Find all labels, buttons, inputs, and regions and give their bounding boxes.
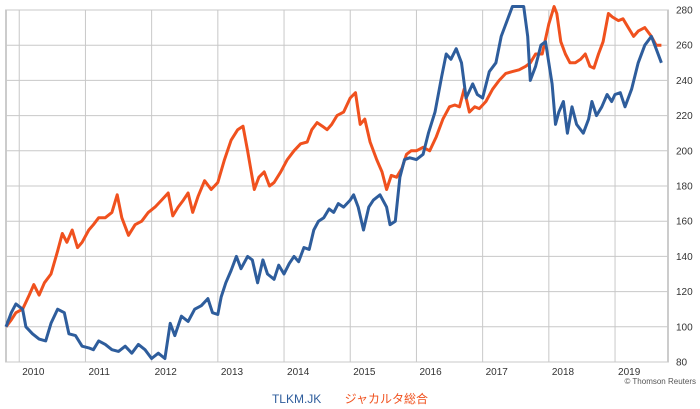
x-tick-label: 2018 [552, 367, 575, 378]
y-tick-label: 120 [676, 287, 693, 298]
y-axis-tick-labels: 80 100 120 140 160 180 200 220 240 260 280 [676, 6, 693, 369]
y-tick-label: 220 [676, 111, 693, 122]
x-tick-label: 2015 [353, 367, 376, 378]
x-tick-label: 2017 [486, 367, 509, 378]
y-tick-label: 240 [676, 76, 693, 87]
source-credit: © Thomson Reuters [624, 377, 696, 386]
y-tick-label: 160 [676, 217, 693, 228]
legend-item-jakarta-composite: ジャカルタ総合 [344, 392, 429, 406]
legend-item-tlkm: TLKM.JK [271, 392, 322, 406]
x-axis-tick-labels: 2010 2011 2012 2013 2014 2015 2016 2017 2018 2019 [22, 367, 640, 378]
y-tick-label: 200 [676, 146, 693, 157]
x-tick-label: 2016 [419, 367, 442, 378]
x-tick-label: 2014 [287, 367, 310, 378]
gridlines [6, 9, 668, 363]
series-line-tlkm [4, 5, 663, 360]
y-tick-label: 140 [676, 252, 693, 263]
x-tick-label: 2010 [22, 367, 45, 378]
series-line-jakarta-composite [4, 5, 662, 328]
series-lines [4, 5, 663, 360]
y-tick-label: 180 [676, 182, 693, 193]
legend: TLKM.JK ジャカルタ総合 [0, 392, 700, 406]
x-tick-label: 2011 [88, 367, 110, 378]
y-tick-label: 260 [676, 41, 693, 52]
y-tick-label: 80 [676, 358, 688, 369]
x-tick-label: 2019 [618, 367, 641, 378]
x-tick-label: 2012 [155, 367, 178, 378]
y-tick-label: 100 [676, 322, 693, 333]
y-tick-label: 280 [676, 6, 693, 17]
x-tick-label: 2013 [221, 367, 244, 378]
